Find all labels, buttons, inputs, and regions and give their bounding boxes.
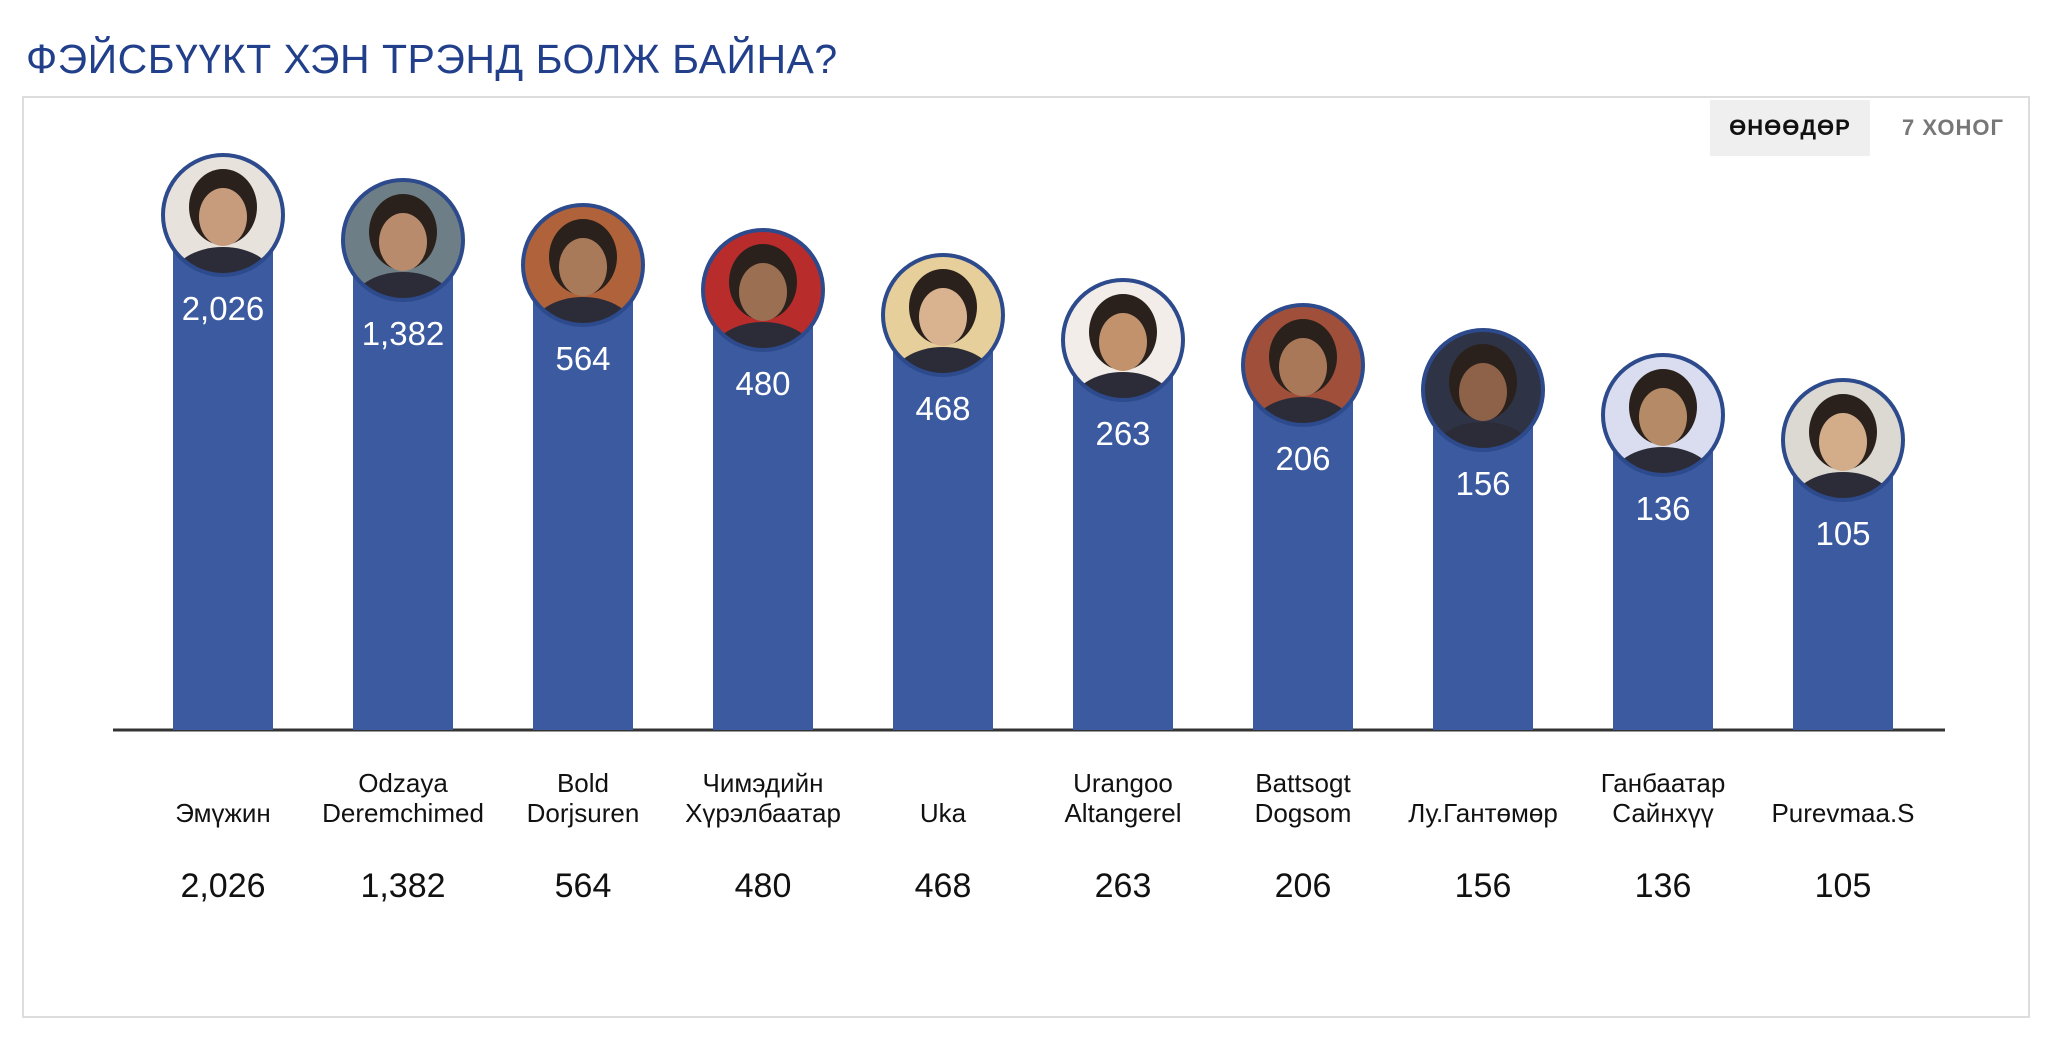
tab-week[interactable]: 7 ХОНОГ (1878, 100, 2028, 156)
category-label: Odzaya (358, 768, 448, 798)
category-label: Чимэдийн (703, 768, 824, 798)
avatar-icon (161, 153, 285, 277)
avatar-icon (1061, 278, 1185, 402)
bar-value-label: 263 (1095, 415, 1150, 452)
bar[interactable] (713, 290, 813, 730)
category-label: Uka (920, 798, 967, 828)
tab-today[interactable]: ӨНӨӨДӨР (1710, 100, 1870, 156)
page-title: ФЭЙСБҮҮКТ ХЭН ТРЭНД БОЛЖ БАЙНА? (26, 36, 838, 82)
category-label: Dogsom (1255, 798, 1352, 828)
avatar-icon (341, 178, 465, 302)
bar-value-label: 206 (1275, 440, 1330, 477)
category-label: Эмүжин (175, 798, 271, 828)
bar-value-label: 105 (1815, 515, 1870, 552)
category-label: Deremchimed (322, 798, 484, 828)
value-label: 564 (555, 867, 612, 905)
avatar-icon (1241, 303, 1365, 427)
avatar-icon (521, 203, 645, 327)
bar-value-label: 468 (915, 390, 970, 427)
value-label: 2,026 (180, 867, 265, 905)
value-label: 156 (1455, 867, 1512, 905)
category-label: Battsogt (1255, 768, 1351, 798)
value-label: 206 (1275, 867, 1332, 905)
bar-value-label: 156 (1455, 465, 1510, 502)
category-label: Ганбаатар (1601, 768, 1726, 798)
category-label: Сайнхүү (1612, 798, 1713, 828)
value-label: 136 (1635, 867, 1692, 905)
bar-value-label: 564 (555, 340, 610, 377)
bar[interactable] (173, 215, 273, 730)
bar[interactable] (353, 240, 453, 730)
value-label: 468 (915, 867, 972, 905)
avatar-icon (1601, 353, 1725, 477)
bar[interactable] (893, 315, 993, 730)
bar-value-label: 2,026 (182, 290, 265, 327)
value-label: 105 (1815, 867, 1872, 905)
value-label: 263 (1095, 867, 1152, 905)
avatar-icon (881, 253, 1005, 377)
bar-value-label: 136 (1635, 490, 1690, 527)
category-label: Dorjsuren (527, 798, 640, 828)
category-label: Лу.Гантөмөр (1408, 798, 1558, 828)
value-label: 1,382 (360, 867, 445, 905)
bar[interactable] (533, 265, 633, 730)
bar[interactable] (1073, 340, 1173, 730)
bar-value-label: 1,382 (362, 315, 445, 352)
category-label: Bold (557, 768, 609, 798)
category-label: Altangerel (1064, 798, 1181, 828)
category-label: Purevmaa.S (1771, 798, 1914, 828)
avatar-icon (1781, 378, 1905, 502)
value-label: 480 (735, 867, 792, 905)
category-label: Хүрэлбаатар (685, 798, 841, 828)
avatar-icon (701, 228, 825, 352)
category-label: Urangoo (1073, 768, 1173, 798)
avatar-icon (1421, 328, 1545, 452)
bar-value-label: 480 (735, 365, 790, 402)
